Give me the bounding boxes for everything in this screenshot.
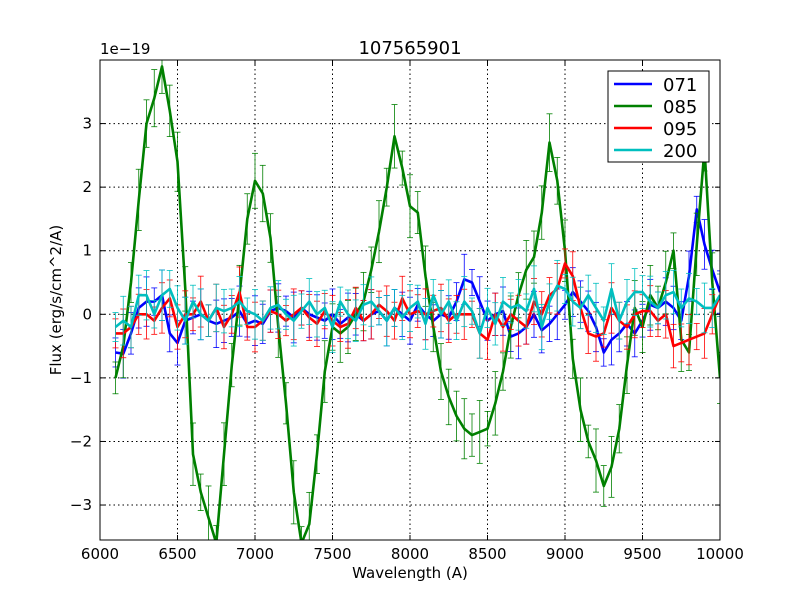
y-tick-label: 1: [82, 242, 92, 260]
y-tick-label: −3: [70, 496, 92, 514]
legend-label-095: 095: [663, 119, 697, 140]
series-200: [112, 259, 720, 359]
legend-label-071: 071: [663, 75, 697, 96]
y-multiplier-label: 1e−19: [100, 40, 150, 58]
x-axis-label: Wavelength (A): [352, 564, 468, 582]
x-tick-label: 10000: [696, 545, 744, 563]
axis-ticks: 6000 6500 7000 7500 8000 8500 9000 9500 10000 −3 −…: [70, 60, 744, 563]
x-tick-label: 9500: [623, 545, 661, 563]
x-tick-label: 6000: [81, 545, 119, 563]
plot-area: 6000 6500 7000 7500 8000 8500 9000 9500 10000 −3 −…: [70, 59, 744, 563]
y-tick-label: 3: [82, 115, 92, 133]
x-tick-label: 7500: [313, 545, 351, 563]
x-tick-label: 8500: [468, 545, 506, 563]
chart-title: 107565901: [358, 38, 461, 59]
y-tick-label: −1: [70, 369, 92, 387]
series-200-line: [114, 284, 720, 335]
legend-box: [607, 70, 710, 163]
x-tick-label: 7000: [236, 545, 274, 563]
series-085-line: [114, 65, 720, 540]
legend-label-085: 085: [663, 97, 697, 118]
x-tick-label: 9000: [546, 545, 584, 563]
y-tick-label: 0: [82, 305, 92, 323]
y-tick-label: 2: [82, 178, 92, 196]
x-tick-label: 6500: [158, 545, 196, 563]
legend-label-200: 200: [663, 141, 697, 162]
y-tick-label: −2: [70, 432, 92, 450]
x-tick-label: 8000: [391, 545, 429, 563]
y-axis-label: Flux (erg/s/cm^2/A): [47, 225, 65, 376]
series-layer: [112, 60, 720, 540]
